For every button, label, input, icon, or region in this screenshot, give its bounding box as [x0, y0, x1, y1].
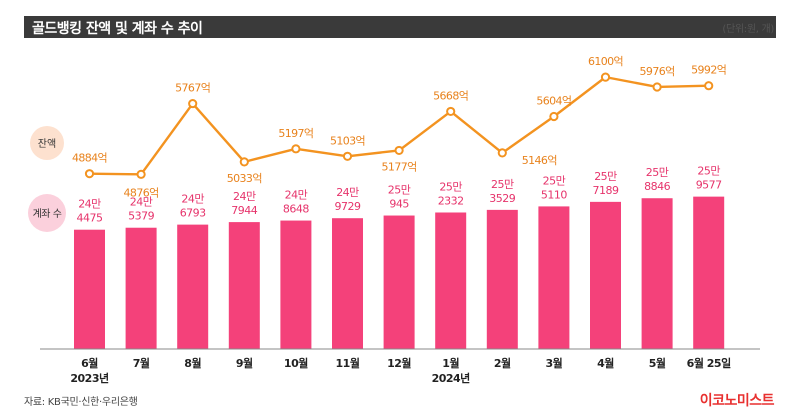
bar-label-top-5: 24만: [336, 186, 359, 199]
x-tick-label-4: 10월: [284, 356, 308, 370]
balance-point-8: [497, 148, 507, 158]
balance-point-12: [704, 81, 714, 91]
bar-label-top-7: 25만: [439, 180, 462, 193]
bar-label-bottom-7: 2332: [438, 194, 464, 207]
bar-8: [486, 209, 518, 349]
bar-label-bottom-4: 8648: [283, 203, 309, 216]
bar-label-top-6: 25만: [388, 184, 411, 197]
bar-label-bottom-5: 9729: [335, 200, 361, 213]
bar-6: [383, 215, 415, 349]
bar-label-top-1: 24만: [130, 196, 153, 209]
balance-label-8: 5146억: [522, 154, 557, 167]
balance-point-10: [600, 72, 611, 82]
bar-label-top-4: 24만: [285, 189, 308, 202]
x-tick-label-0: 6월: [81, 356, 98, 370]
x-tick-label-10: 4월: [597, 356, 614, 370]
publisher-logo: 이코노미스트: [699, 393, 775, 409]
legend-accounts-badge: [28, 194, 66, 232]
x-tick-label-1: 7월: [133, 356, 150, 370]
x-tick-label-11: 5월: [649, 356, 666, 370]
balance-label-5: 5103억: [330, 134, 365, 147]
x-tick-label-3: 9월: [236, 356, 253, 370]
balance-label-7: 5668억: [433, 89, 468, 102]
legend-balance-label: 잔액: [38, 138, 56, 150]
balance-point-11: [652, 82, 662, 92]
x-tick-label-6: 12월: [387, 356, 411, 370]
bar-label-bottom-0: 4475: [77, 212, 103, 225]
x-tick-label-2: 8월: [184, 356, 201, 370]
bar-9: [538, 206, 570, 349]
bar-12: [693, 196, 725, 349]
bar-2: [177, 224, 209, 349]
balance-point-7: [446, 106, 456, 117]
balance-point-9: [549, 111, 559, 122]
balance-label-1: 4876억: [124, 186, 159, 199]
balance-point-0: [84, 169, 95, 179]
bar-label-top-2: 24만: [181, 193, 204, 206]
balance-label-4: 5197억: [278, 127, 313, 140]
year-label-2024: 2024년: [432, 371, 471, 385]
bar-11: [641, 198, 673, 349]
bar-label-bottom-9: 5110: [541, 188, 567, 201]
bar-label-top-3: 24만: [233, 190, 256, 203]
balance-label-12: 5992억: [691, 64, 726, 77]
balance-point-2: [188, 98, 198, 109]
x-tick-label-8: 2월: [494, 356, 511, 370]
bar-label-bottom-11: 8846: [644, 180, 670, 193]
bar-label-top-10: 25만: [594, 170, 617, 183]
balance-point-6: [394, 145, 404, 156]
bar-label-bottom-3: 7944: [231, 204, 257, 217]
balance-point-1: [136, 169, 146, 179]
balance-label-3: 5033억: [227, 172, 262, 185]
bar-label-bottom-10: 7189: [593, 184, 619, 197]
balance-label-0: 4884억: [72, 152, 107, 165]
bar-5: [332, 218, 363, 349]
bar-label-top-9: 25만: [543, 174, 566, 187]
x-tick-label-9: 3월: [546, 356, 563, 370]
legend-accounts-label: 계좌 수: [33, 208, 62, 220]
balance-label-6: 5177억: [382, 160, 417, 173]
balance-label-9: 5604억: [536, 95, 571, 108]
bar-label-bottom-8: 3529: [489, 192, 515, 205]
bar-label-bottom-12: 9577: [696, 179, 722, 192]
x-tick-label-7: 1월: [442, 356, 459, 370]
year-label-2023: 2023년: [70, 371, 109, 385]
x-tick-label-5: 11월: [336, 356, 360, 370]
balance-label-11: 5976억: [640, 65, 675, 78]
bar-0: [74, 229, 105, 349]
balance-point-3: [239, 157, 249, 167]
unit-label: (단위:원, 개): [722, 24, 774, 35]
balance-label-2: 5767억: [175, 82, 210, 95]
balance-point-5: [342, 151, 353, 161]
bar-1: [125, 227, 157, 349]
bar-10: [590, 201, 621, 349]
title-bar: 골드뱅킹 잔액 및 계좌 수 추이: [24, 16, 776, 38]
bar-label-top-12: 25만: [697, 165, 720, 178]
bar-label-bottom-1: 5379: [128, 210, 154, 223]
bar-label-bottom-2: 6793: [180, 207, 206, 220]
bar-3: [228, 222, 260, 349]
bar-7: [435, 212, 467, 349]
bar-label-top-0: 24만: [78, 198, 101, 211]
x-tick-label-12: 6월 25일: [687, 356, 731, 370]
chart-title: 골드뱅킹 잔액 및 계좌 수 추이: [32, 21, 203, 37]
balance-point-4: [291, 144, 301, 154]
bar-label-top-8: 25만: [491, 178, 514, 191]
source-note: 자료: KB국민·신한·우리은행: [24, 397, 138, 408]
bar-label-bottom-6: 945: [389, 198, 409, 211]
bar-4: [280, 220, 312, 349]
legend-balance-badge: [30, 126, 64, 160]
bar-label-top-11: 25만: [646, 166, 669, 179]
balance-label-10: 6100억: [588, 55, 623, 68]
